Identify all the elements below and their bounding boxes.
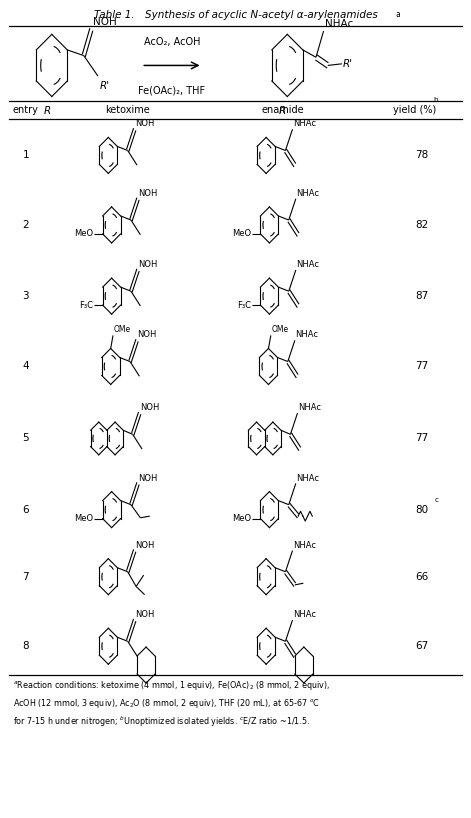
Text: NHAc: NHAc [295,330,318,339]
Text: NHAc: NHAc [296,189,319,198]
Text: 3: 3 [23,291,29,301]
Text: F₃C: F₃C [79,300,93,310]
Text: MeO: MeO [232,514,251,524]
Text: NOH: NOH [140,403,160,412]
Text: MeO: MeO [74,514,93,524]
Text: 6: 6 [23,505,29,515]
Text: 67: 67 [415,641,428,651]
Text: NHAc: NHAc [293,541,316,550]
Text: OMe: OMe [114,325,130,334]
Text: 7: 7 [23,572,29,582]
Text: NHAc: NHAc [293,610,316,619]
Text: enamide: enamide [261,106,304,115]
Text: R: R [279,106,286,116]
Text: yield (%): yield (%) [393,106,436,115]
Text: 66: 66 [415,572,428,582]
Text: 80: 80 [415,505,428,515]
Text: a: a [396,10,400,19]
Text: 78: 78 [415,151,428,160]
Text: NOH: NOH [138,260,158,269]
Text: MeO: MeO [232,229,251,239]
Text: NOH: NOH [138,189,158,198]
Text: NOH: NOH [93,17,116,27]
Text: 87: 87 [415,291,428,301]
Text: NHAc: NHAc [325,19,353,29]
Text: ketoxime: ketoxime [105,106,150,115]
Text: Table 1. Synthesis of acyclic N-acetyl α-arylenamides: Table 1. Synthesis of acyclic N-acetyl α… [94,10,377,20]
Text: NOH: NOH [135,610,154,619]
Text: 2: 2 [23,220,29,230]
Text: for 7-15 h under nitrogen; $^b$Unoptimized isolated yields. $^c$E/Z ratio ~1/1.5: for 7-15 h under nitrogen; $^b$Unoptimiz… [13,715,310,730]
Text: AcO₂, AcOH: AcO₂, AcOH [144,38,200,47]
Text: NOH: NOH [135,119,154,128]
Text: OMe: OMe [271,325,288,334]
Text: 8: 8 [23,641,29,651]
Text: 77: 77 [415,362,428,371]
Text: MeO: MeO [74,229,93,239]
Text: NHAc: NHAc [296,474,319,483]
Text: 82: 82 [415,220,428,230]
Text: R: R [43,106,51,116]
Text: NHAc: NHAc [298,403,321,412]
Text: NHAc: NHAc [293,119,316,128]
Text: R': R' [99,81,109,91]
Text: NHAc: NHAc [296,260,319,269]
Text: R': R' [342,59,352,69]
Text: 5: 5 [23,434,29,443]
Text: 1: 1 [23,151,29,160]
Text: NOH: NOH [135,541,154,550]
Text: 77: 77 [415,434,428,443]
Text: F₃C: F₃C [237,300,251,310]
Text: c: c [435,497,439,503]
Text: NOH: NOH [138,330,157,339]
Text: Fe(OAc)₂, THF: Fe(OAc)₂, THF [138,86,205,96]
Text: $^a$Reaction conditions: ketoxime (4 mmol, 1 equiv), Fe(OAc)$_2$ (8 mmol, 2 equi: $^a$Reaction conditions: ketoxime (4 mmo… [13,679,331,692]
Text: AcOH (12 mmol, 3 equiv), Ac$_2$O (8 mmol, 2 equiv), THF (20 mL), at 65-67 $^o$C: AcOH (12 mmol, 3 equiv), Ac$_2$O (8 mmol… [13,697,320,710]
Text: NOH: NOH [138,474,158,483]
Text: b: b [433,97,438,103]
Text: entry: entry [13,106,39,115]
Text: 4: 4 [23,362,29,371]
